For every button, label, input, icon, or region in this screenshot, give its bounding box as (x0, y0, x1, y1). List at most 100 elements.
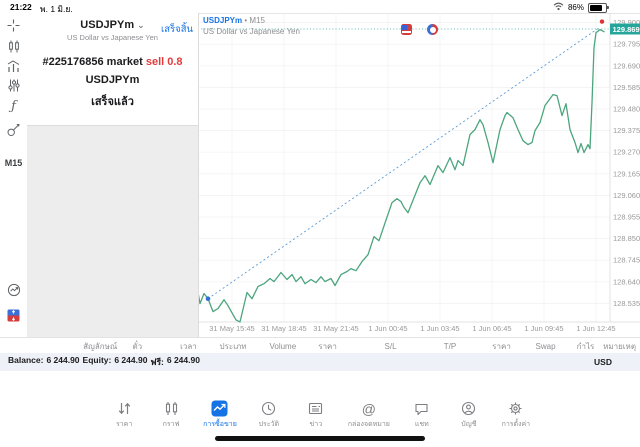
svg-text:31 May 21:45: 31 May 21:45 (313, 324, 358, 333)
crosshair-icon[interactable] (0, 16, 27, 34)
account-balance-line: Balance: 6 244.90 Equity: 6 244.90 ฟรี: 6 2… (0, 355, 200, 369)
svg-text:31 May 18:45: 31 May 18:45 (261, 324, 306, 333)
home-indicator[interactable] (215, 436, 425, 441)
order-id-line: #225176856 market sell 0.8 (42, 56, 183, 68)
column-tp: T/P (443, 341, 457, 351)
chart-top-border (198, 13, 640, 14)
svg-text:129.690: 129.690 (613, 61, 640, 70)
symbol-selector[interactable]: USDJPYm ⌄ (80, 19, 145, 31)
order-status: เสร็จแล้ว (91, 96, 134, 108)
person-circle-icon (461, 400, 476, 417)
candlestick-icon[interactable] (0, 37, 27, 55)
svg-text:1 Jun 00:45: 1 Jun 00:45 (368, 324, 407, 333)
svg-text:129.060: 129.060 (613, 191, 640, 200)
svg-text:1 Jun 03:45: 1 Jun 03:45 (420, 324, 459, 333)
svg-text:1 Jun 09:45: 1 Jun 09:45 (524, 324, 563, 333)
svg-text:129.375: 129.375 (613, 126, 640, 135)
battery-percent: 86% (567, 3, 584, 12)
svg-text:129.900: 129.900 (613, 18, 640, 27)
tab-accounts[interactable]: บัญชี (454, 400, 484, 430)
order-symbol: USDJPYm (85, 74, 140, 86)
balance-label: Balance: (8, 355, 44, 365)
svg-text:1 Jun 06:45: 1 Jun 06:45 (472, 324, 511, 333)
svg-text:1 Jun 12:45: 1 Jun 12:45 (576, 324, 615, 333)
clock-icon (261, 400, 276, 417)
tab-trade[interactable]: การซื้อขาย (203, 400, 237, 430)
column-swap: Swap (535, 341, 556, 351)
order-action: sell 0.8 (145, 56, 183, 68)
equity-label: Equity: (82, 355, 112, 365)
indicator-chart-icon[interactable] (0, 57, 27, 75)
function-icon[interactable]: ƒ (11, 98, 16, 114)
svg-text:128.535: 128.535 (613, 299, 640, 308)
column-comment: หมายเหตุ (603, 341, 637, 351)
column-type: ประเภท (219, 341, 247, 351)
trade-chart-icon (211, 400, 228, 417)
svg-text:31 May 15:45: 31 May 15:45 (209, 324, 254, 333)
column-time: เวลา (180, 341, 197, 351)
chart-header: USDJPYm • M15 US Dollar vs Japanese Yen (203, 16, 300, 36)
usd-flag-icon (401, 24, 412, 35)
chat-bubble-icon (414, 400, 429, 417)
equity-value: 6 244.90 (114, 355, 148, 365)
status-date: พ. 1 มิ.ย. (40, 4, 73, 14)
column-price-open: ราคา (318, 341, 337, 351)
newspaper-icon (308, 400, 323, 417)
timeframe-button[interactable]: M15 (4, 158, 23, 168)
tab-mailbox[interactable]: @ กล่องจดหมาย (347, 400, 390, 429)
column-price-current: ราคา (492, 341, 511, 351)
tab-chat[interactable]: แชท (407, 400, 437, 430)
svg-text:129.480: 129.480 (613, 105, 640, 114)
free-margin-label: ฟรี: (150, 357, 164, 367)
wifi-icon (553, 2, 564, 13)
symbol-description: US Dollar vs Japanese Yen (67, 33, 158, 42)
tab-quotes[interactable]: ราคา (109, 400, 139, 430)
svg-text:128.745: 128.745 (613, 256, 640, 265)
chart-timeframe-label: • M15 (244, 16, 265, 25)
svg-text:129.869: 129.869 (613, 25, 640, 34)
objects-icon[interactable] (0, 121, 27, 139)
tab-history[interactable]: ประวัติ (254, 400, 284, 430)
column-ticket: ตั๋ว (132, 341, 143, 351)
svg-text:128.850: 128.850 (613, 234, 640, 243)
svg-text:129.585: 129.585 (613, 83, 640, 92)
done-button[interactable]: เสร็จสิ้น (160, 24, 193, 35)
account-summary-bar: Balance: 6 244.90 Equity: 6 244.90 ฟรี: 6 2… (0, 353, 640, 371)
jpy-flag-icon (427, 24, 438, 35)
at-sign-icon: @ (361, 400, 376, 417)
chevron-down-icon: ⌄ (137, 20, 145, 30)
buy-sell-icon[interactable] (0, 306, 27, 324)
free-margin-value: 6 244.90 (166, 355, 200, 365)
svg-text:128.955: 128.955 (613, 213, 640, 222)
chart-circle-icon[interactable] (0, 281, 27, 299)
svg-text:128.640: 128.640 (613, 277, 640, 286)
column-profit: กำไร (576, 341, 595, 351)
chart-symbol-label: USDJPYm (203, 16, 243, 25)
column-volume: Volume (269, 341, 297, 351)
tab-settings[interactable]: การตั้งค่า (501, 400, 531, 430)
account-currency: USD (594, 357, 612, 367)
svg-text:129.795: 129.795 (613, 40, 640, 49)
battery-icon (588, 2, 609, 13)
balance-value: 6 244.90 (46, 355, 80, 365)
bottom-tab-bar: ราคา กราฟ การซื้อขาย ประวัติ ข่าว (0, 400, 640, 438)
tab-news[interactable]: ข่าว (301, 400, 331, 430)
chart-toolbar: ƒ M15 (0, 13, 27, 337)
order-result-panel: USDJPYm ⌄ US Dollar vs Japanese Yen เสร็… (27, 13, 199, 337)
candlestick-icon (164, 400, 179, 417)
column-sl: S/L (384, 341, 397, 351)
arrows-up-down-icon (117, 400, 132, 417)
svg-text:129.165: 129.165 (613, 169, 640, 178)
price-chart[interactable]: 129.900 129.795 129.690 129.585 129.480 129.3… (0, 0, 640, 338)
tab-charts[interactable]: กราฟ (156, 400, 186, 430)
sliders-icon[interactable] (0, 76, 27, 94)
positions-table-header: สัญลักษณ์ ตั๋ว เวลา ประเภท Volume ราคา S… (0, 337, 640, 354)
clock-time: 21:22 (10, 2, 32, 12)
gear-icon (508, 400, 523, 417)
column-symbol: สัญลักษณ์ (83, 341, 118, 351)
chart-description: US Dollar vs Japanese Yen (203, 27, 300, 36)
status-bar: 21:22 พ. 1 มิ.ย. 86% (0, 0, 640, 14)
svg-text:129.270: 129.270 (613, 148, 640, 157)
order-result-card: USDJPYm ⌄ US Dollar vs Japanese Yen เสร็… (27, 13, 198, 126)
